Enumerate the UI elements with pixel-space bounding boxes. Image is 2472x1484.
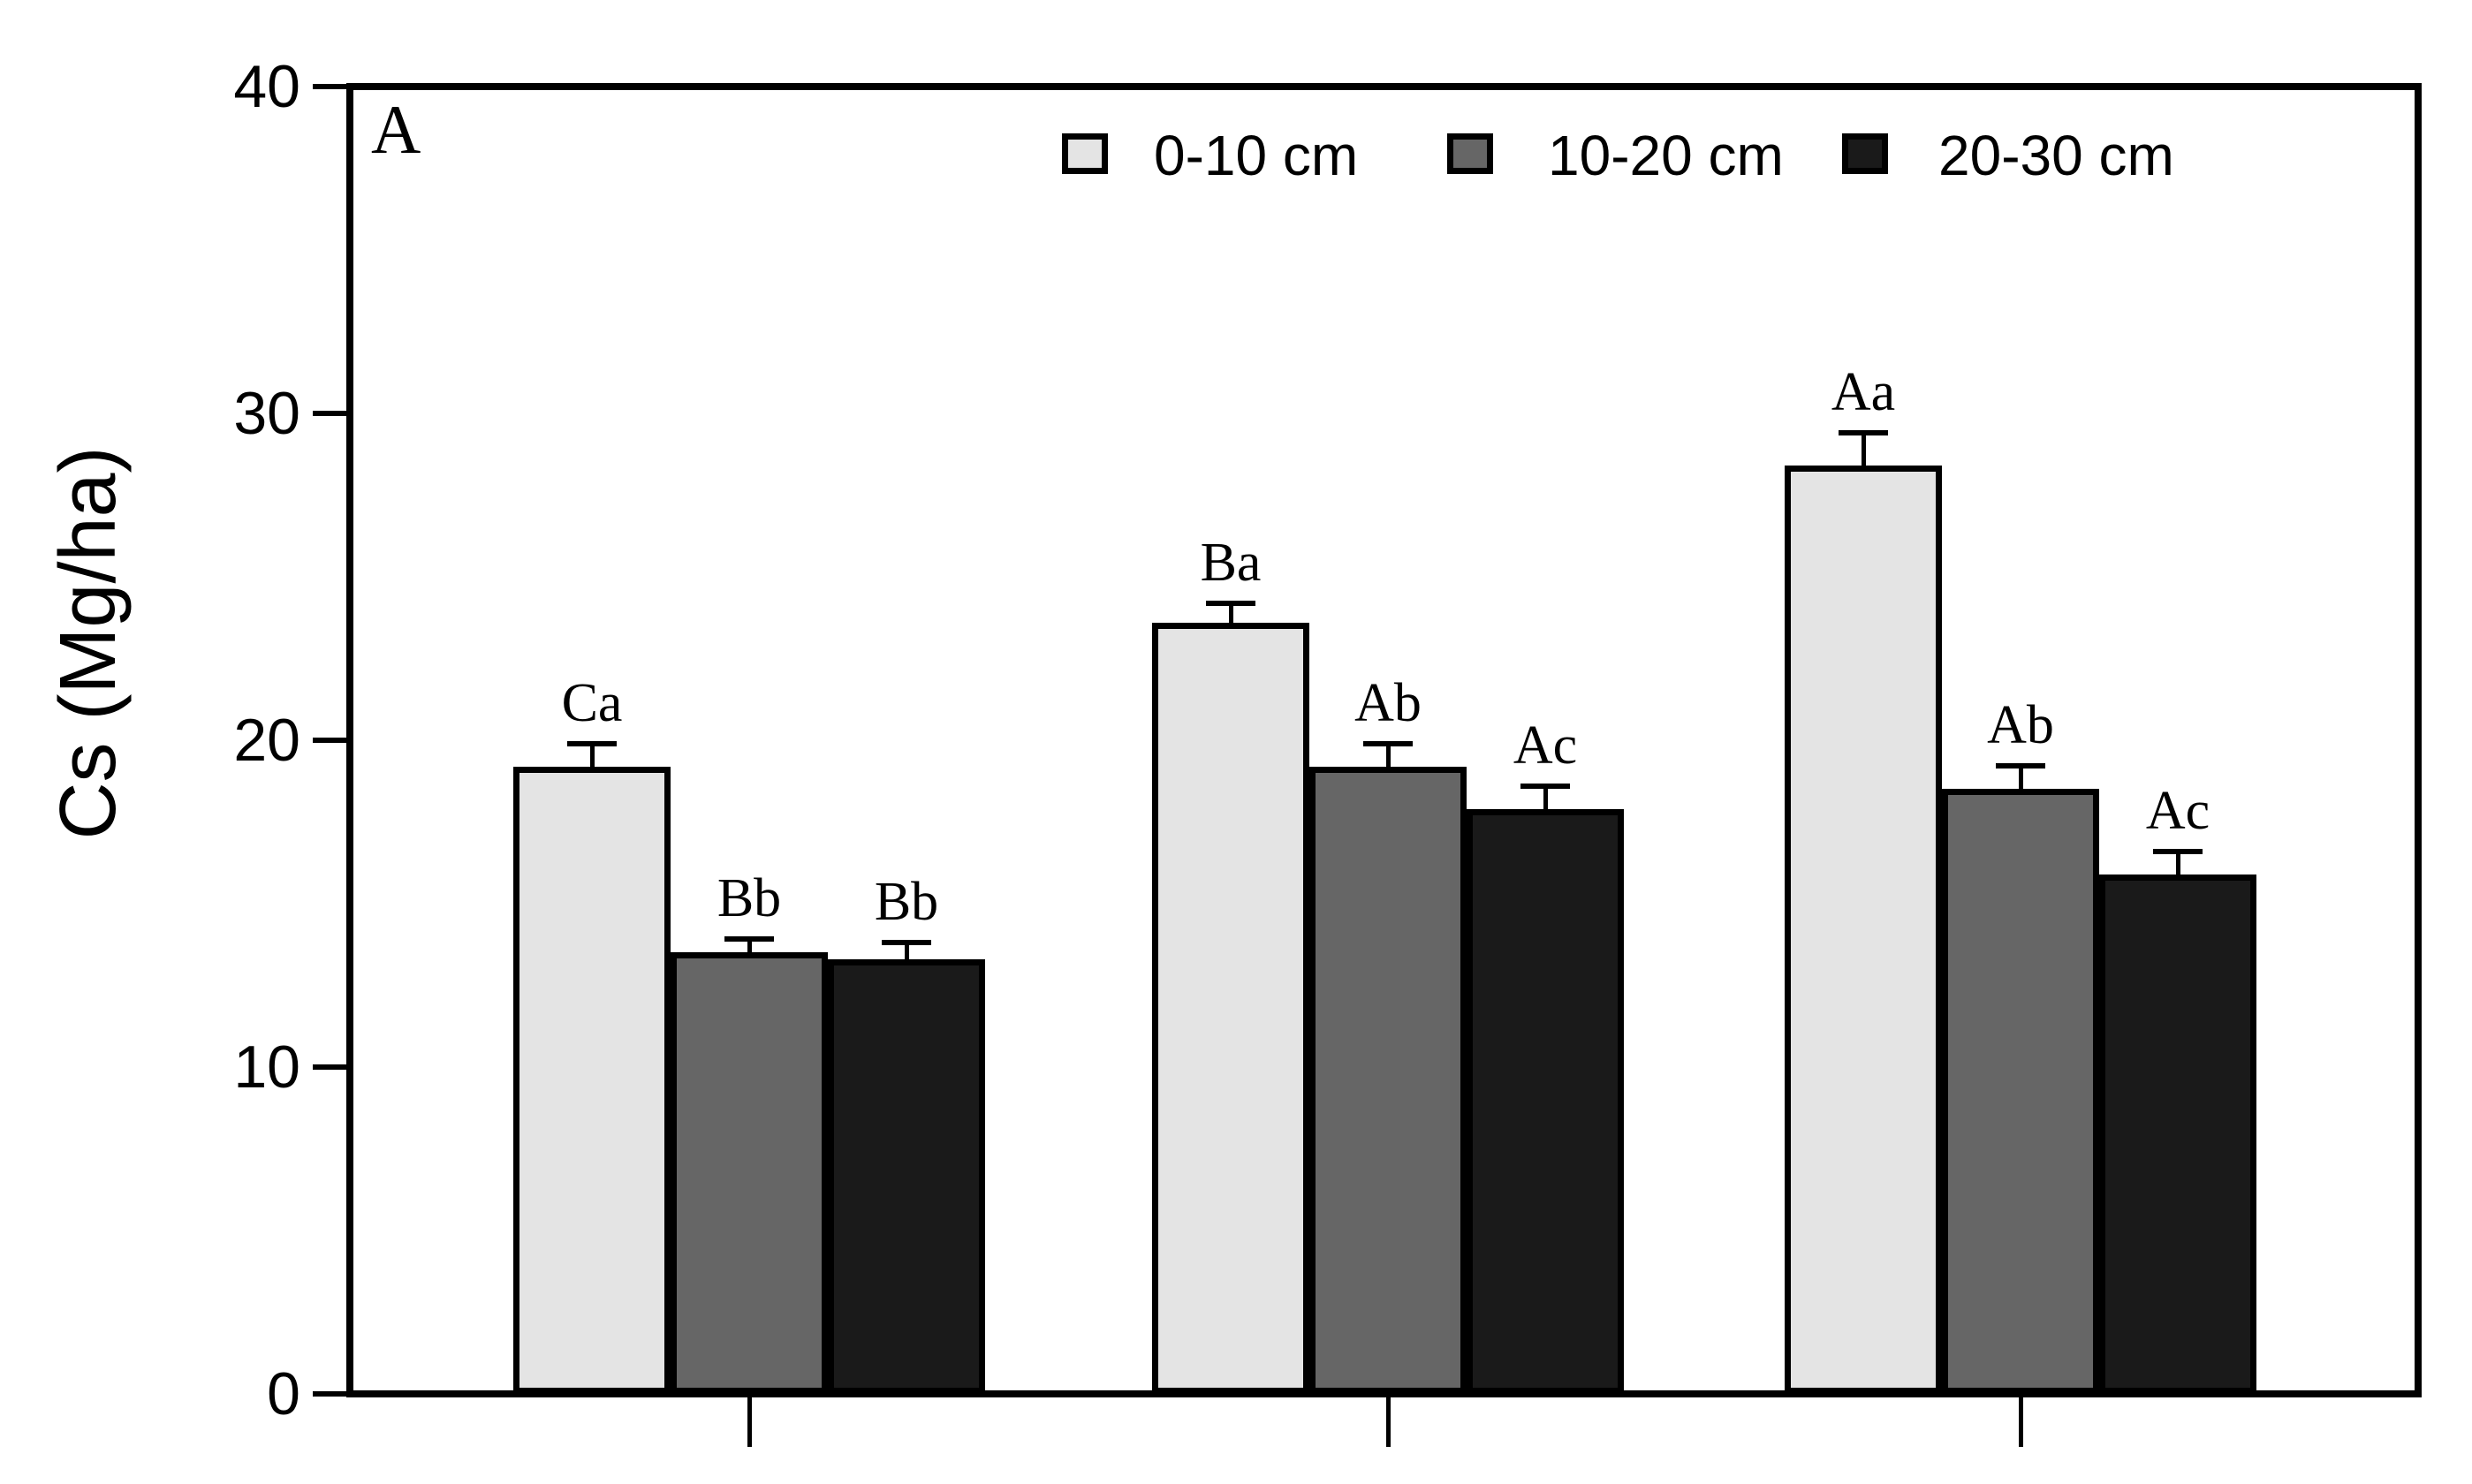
sig-letter: Bb bbox=[717, 868, 782, 928]
legend-swatch bbox=[1842, 133, 1888, 174]
legend-label: 10-20 cm bbox=[1548, 124, 1784, 187]
sig-letter: Bb bbox=[874, 872, 939, 932]
error-bar-stem bbox=[1229, 603, 1233, 623]
y-tick bbox=[313, 1064, 350, 1070]
bar-10-20cm-g1 bbox=[671, 952, 828, 1394]
y-tick-label: 20 bbox=[233, 707, 300, 774]
legend-label: 20-30 cm bbox=[1938, 124, 2174, 187]
error-bar-cap bbox=[1363, 741, 1413, 746]
error-bar-stem bbox=[2176, 852, 2180, 874]
error-bar-stem bbox=[747, 939, 752, 952]
bar-20-30cm-g2 bbox=[1467, 809, 1624, 1394]
bar-0-10cm-g2 bbox=[1152, 623, 1309, 1394]
error-bar-cap bbox=[1520, 784, 1570, 789]
sig-letter: Ac bbox=[2145, 781, 2210, 841]
bar-20-30cm-g3 bbox=[2099, 874, 2256, 1394]
error-bar-cap bbox=[567, 741, 617, 746]
sig-letter: Ca bbox=[561, 673, 623, 733]
error-bar-cap bbox=[1839, 430, 1888, 435]
bar-10-20cm-g2 bbox=[1309, 767, 1467, 1394]
error-bar-stem bbox=[1862, 433, 1866, 466]
panel-label: A bbox=[371, 91, 421, 168]
legend-swatch bbox=[1447, 133, 1493, 174]
y-tick bbox=[313, 84, 350, 89]
bar-0-10cm-g1 bbox=[513, 767, 671, 1394]
error-bar-cap bbox=[1206, 601, 1255, 606]
error-bar-stem bbox=[590, 744, 595, 767]
bar-10-20cm-g3 bbox=[1942, 789, 2099, 1394]
error-bar-stem bbox=[1386, 744, 1391, 767]
y-tick-label: 40 bbox=[233, 53, 300, 120]
sig-letter: Ab bbox=[1987, 695, 2054, 755]
y-tick bbox=[313, 1391, 350, 1397]
sig-letter: Ac bbox=[1513, 716, 1578, 776]
x-tick bbox=[747, 1397, 752, 1447]
y-tick-label: 30 bbox=[233, 380, 300, 447]
error-bar-stem bbox=[905, 943, 909, 959]
y-tick-label: 0 bbox=[267, 1360, 300, 1427]
sig-letter: Ba bbox=[1200, 533, 1262, 593]
bar-20-30cm-g1 bbox=[828, 959, 985, 1394]
y-tick bbox=[313, 411, 350, 416]
y-tick-label: 10 bbox=[233, 1034, 300, 1101]
error-bar-cap bbox=[2153, 849, 2203, 854]
x-tick bbox=[2019, 1397, 2023, 1447]
sig-letter: Ab bbox=[1354, 673, 1422, 733]
x-tick bbox=[1386, 1397, 1391, 1447]
legend-label: 0-10 cm bbox=[1154, 124, 1359, 187]
error-bar-cap bbox=[724, 936, 774, 942]
sig-letter: Aa bbox=[1831, 362, 1896, 422]
y-tick bbox=[313, 738, 350, 743]
error-bar-cap bbox=[1996, 763, 2045, 768]
legend-swatch bbox=[1062, 133, 1108, 174]
error-bar-stem bbox=[1543, 786, 1548, 809]
error-bar-stem bbox=[2019, 766, 2023, 789]
error-bar-cap bbox=[882, 940, 931, 945]
bar-0-10cm-g3 bbox=[1785, 466, 1942, 1394]
